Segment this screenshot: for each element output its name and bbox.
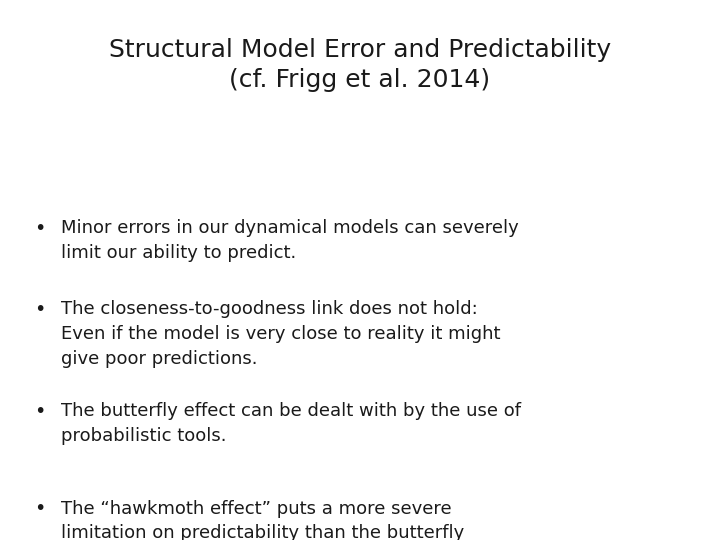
Text: Structural Model Error and Predictability
(cf. Frigg et al. 2014): Structural Model Error and Predictabilit… [109,38,611,92]
Text: The butterfly effect can be dealt with by the use of
probabilistic tools.: The butterfly effect can be dealt with b… [61,402,521,446]
Text: •: • [34,219,45,238]
Text: Minor errors in our dynamical models can severely
limit our ability to predict.: Minor errors in our dynamical models can… [61,219,519,262]
Text: •: • [34,500,45,518]
Text: •: • [34,402,45,421]
Text: The “hawkmoth effect” puts a more severe
limitation on predictability than the b: The “hawkmoth effect” puts a more severe… [61,500,464,540]
Text: •: • [34,300,45,319]
Text: The closeness-to-goodness link does not hold:
Even if the model is very close to: The closeness-to-goodness link does not … [61,300,500,368]
